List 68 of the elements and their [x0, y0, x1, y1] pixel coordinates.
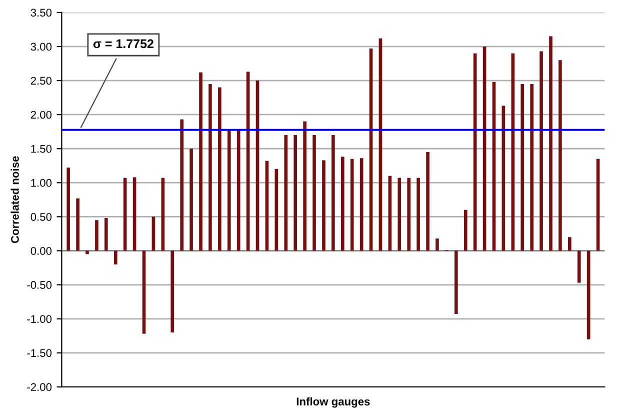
bar [66, 168, 70, 251]
y-tick-label: 1.50 [31, 144, 52, 153]
bar [132, 177, 136, 251]
bar [416, 178, 420, 251]
bar [236, 130, 240, 251]
bar [86, 250, 89, 254]
bar [95, 220, 98, 251]
y-tick-label: -2.00 [27, 383, 52, 392]
y-tick-label: 1.00 [31, 178, 52, 187]
bar [218, 87, 222, 251]
bar [473, 53, 477, 251]
y-tick-label: -0.50 [27, 281, 52, 289]
y-tick-label: -1.50 [27, 349, 52, 357]
bar [152, 216, 156, 251]
ref-line-label: σ = 1.7752 [93, 39, 154, 48]
bar [340, 156, 344, 251]
y-tick-label: 0.00 [30, 247, 52, 255]
bar [520, 84, 524, 251]
bar [360, 158, 364, 251]
bar [322, 160, 326, 251]
bar [482, 46, 486, 251]
bar [246, 72, 250, 251]
bar [142, 250, 146, 334]
bar [265, 160, 269, 251]
bar [170, 250, 174, 332]
bar [76, 198, 80, 251]
bar [407, 178, 411, 251]
bar [577, 250, 581, 283]
bar [332, 135, 335, 251]
bar [568, 237, 572, 251]
bar [586, 250, 590, 340]
bar [199, 72, 202, 251]
bar [208, 84, 212, 251]
x-axis-title: Inflow gauges [296, 397, 370, 408]
bar [227, 130, 231, 251]
y-tick-label: -1.00 [27, 315, 52, 323]
y-tick-label: 2.50 [30, 76, 52, 85]
bar [369, 48, 373, 251]
y-tick-label: 2.00 [30, 110, 52, 119]
bar [558, 60, 562, 251]
bar [312, 135, 316, 251]
bar [398, 178, 402, 251]
bar [274, 169, 278, 251]
bar [436, 238, 439, 251]
y-axis-title: Correlated noise [10, 156, 19, 244]
bar [104, 218, 108, 251]
bar [190, 148, 193, 251]
bar [511, 53, 515, 251]
bar [284, 135, 288, 251]
bar [426, 152, 430, 251]
bar [378, 38, 382, 251]
bar [596, 158, 600, 251]
bar [540, 51, 543, 251]
bar [294, 135, 297, 251]
bar [303, 121, 306, 251]
bar [350, 158, 354, 251]
bar [464, 210, 468, 251]
bar [161, 178, 165, 251]
bar [388, 176, 392, 251]
bar [180, 119, 184, 251]
bar [123, 178, 127, 251]
y-tick-label: 3.50 [30, 8, 52, 17]
y-tick-label: 0.50 [30, 212, 52, 221]
bar [114, 250, 118, 264]
bar [549, 36, 552, 251]
bar [530, 84, 534, 251]
y-tick-label: 3.00 [30, 42, 52, 51]
bar [454, 250, 458, 314]
